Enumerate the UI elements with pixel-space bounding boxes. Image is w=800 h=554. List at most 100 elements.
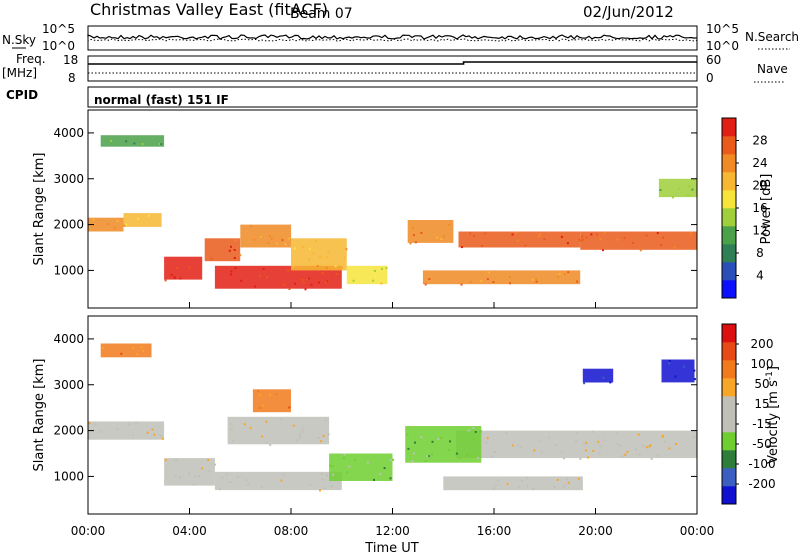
power-colorbar-tick-label: 8 bbox=[756, 246, 764, 260]
velocity-colorbar-tick-label: 15 bbox=[754, 397, 769, 411]
power-speckle bbox=[469, 232, 472, 235]
velocity-colorbar-swatch bbox=[722, 414, 736, 433]
velocity-colorbar-tick-label: -15 bbox=[752, 417, 772, 431]
velocity-speckle bbox=[505, 432, 508, 435]
power-speckle bbox=[616, 238, 619, 241]
power-speckle bbox=[596, 233, 599, 236]
power-speckle bbox=[230, 270, 233, 273]
velocity-speckle bbox=[322, 435, 325, 437]
velocity-speckle bbox=[136, 353, 139, 356]
power-speckle bbox=[137, 217, 139, 220]
velocity-speckle bbox=[674, 375, 677, 378]
power-speckle bbox=[509, 282, 512, 285]
power-speckle bbox=[308, 277, 311, 280]
velocity-speckle bbox=[128, 423, 131, 426]
power-speckle bbox=[492, 281, 495, 283]
velocity-speckle bbox=[675, 443, 678, 445]
velocity-speckle bbox=[320, 440, 323, 443]
power-speckle bbox=[566, 242, 569, 245]
power-speckle bbox=[335, 272, 338, 275]
velocity-speckle bbox=[693, 378, 696, 381]
velocity-speckle bbox=[389, 459, 392, 462]
velocity-speckle bbox=[231, 439, 234, 442]
power-colorbar-tick-label: 24 bbox=[752, 156, 767, 170]
nsearch-label: N.Search bbox=[745, 30, 799, 44]
velocity-speckle bbox=[664, 440, 667, 443]
velocity-speckle bbox=[219, 488, 222, 491]
velocity-speckle bbox=[346, 471, 349, 474]
power-speckle bbox=[321, 272, 324, 275]
velocity-speckle bbox=[159, 434, 162, 437]
velocity-speckle bbox=[637, 433, 640, 436]
nsearch-trace bbox=[87, 38, 698, 42]
nsky-traces bbox=[87, 34, 698, 42]
cpid-strip-frame bbox=[87, 86, 698, 108]
power-band-13 bbox=[658, 178, 697, 198]
power-speckle bbox=[306, 278, 309, 281]
velocity-speckle bbox=[309, 483, 312, 486]
date-label: 02/Jun/2012 bbox=[583, 3, 674, 21]
power-speckle bbox=[233, 249, 236, 251]
power-speckle bbox=[538, 235, 541, 238]
velocity-speckle bbox=[249, 426, 252, 429]
freq-strip-frame bbox=[87, 55, 698, 82]
velocity-colorbar-tick-label: 100 bbox=[751, 357, 774, 371]
power-speckle bbox=[258, 275, 261, 277]
freq-top-tick: 18 bbox=[63, 53, 78, 67]
power-speckle bbox=[239, 254, 242, 257]
velocity-colorbar-swatch bbox=[722, 450, 736, 469]
power-colorbar-swatch bbox=[722, 136, 736, 155]
power-heatmap bbox=[88, 135, 697, 291]
velocity-speckle bbox=[265, 420, 268, 423]
power-speckle bbox=[304, 288, 307, 291]
power-speckle bbox=[531, 278, 534, 281]
freq-label-line1: Freq. bbox=[16, 52, 46, 66]
power-colorbar-swatch bbox=[722, 226, 736, 245]
power-speckle bbox=[373, 269, 376, 272]
power-colorbar-swatch bbox=[722, 244, 736, 263]
power-speckle bbox=[409, 242, 412, 245]
velocity-band-2 bbox=[214, 471, 342, 491]
velocity-speckle bbox=[269, 443, 272, 446]
power-speckle bbox=[645, 234, 648, 237]
velocity-speckle bbox=[208, 470, 211, 473]
velocity-speckle bbox=[662, 434, 665, 437]
velocity-colorbar-tick-label: -100 bbox=[748, 457, 775, 471]
velocity-speckle bbox=[317, 436, 320, 439]
power-speckle bbox=[656, 232, 659, 234]
power-speckle bbox=[326, 256, 329, 259]
velocity-speckle bbox=[258, 406, 261, 409]
velocity-speckle bbox=[299, 435, 302, 438]
nsearch-top-tick: 10^5 bbox=[706, 22, 739, 36]
power-band-2 bbox=[164, 256, 203, 280]
velocity-speckle bbox=[265, 441, 268, 444]
power-speckle bbox=[460, 283, 463, 286]
power-speckle bbox=[469, 280, 472, 283]
velocity-speckle bbox=[479, 430, 482, 433]
velocity-speckle bbox=[366, 461, 369, 464]
velocity-speckle bbox=[472, 427, 475, 429]
velocity-speckle bbox=[321, 478, 324, 481]
velocity-colorbar-swatch bbox=[722, 432, 736, 451]
power-speckle bbox=[524, 244, 527, 247]
velocity-colorbar-swatch bbox=[722, 342, 736, 361]
velocity-speckle bbox=[668, 359, 671, 362]
power-speckle bbox=[268, 235, 271, 238]
velocity-speckle bbox=[579, 457, 582, 460]
power-colorbar-tick-label: 12 bbox=[752, 224, 767, 238]
power-speckle bbox=[293, 247, 296, 250]
power-speckle bbox=[308, 258, 311, 261]
velocity-speckle bbox=[283, 474, 286, 477]
power-ytick-label: 1000 bbox=[53, 263, 84, 277]
power-speckle bbox=[563, 272, 566, 275]
power-speckle bbox=[334, 265, 337, 268]
power-colorbar-swatch bbox=[722, 262, 736, 281]
velocity-speckle bbox=[198, 475, 201, 477]
power-band-5 bbox=[214, 265, 342, 289]
velocity-speckle bbox=[533, 449, 536, 452]
power-speckle bbox=[324, 281, 327, 284]
power-speckle bbox=[535, 280, 538, 283]
velocity-colorbar-swatch bbox=[722, 486, 736, 505]
power-speckle bbox=[292, 266, 295, 268]
